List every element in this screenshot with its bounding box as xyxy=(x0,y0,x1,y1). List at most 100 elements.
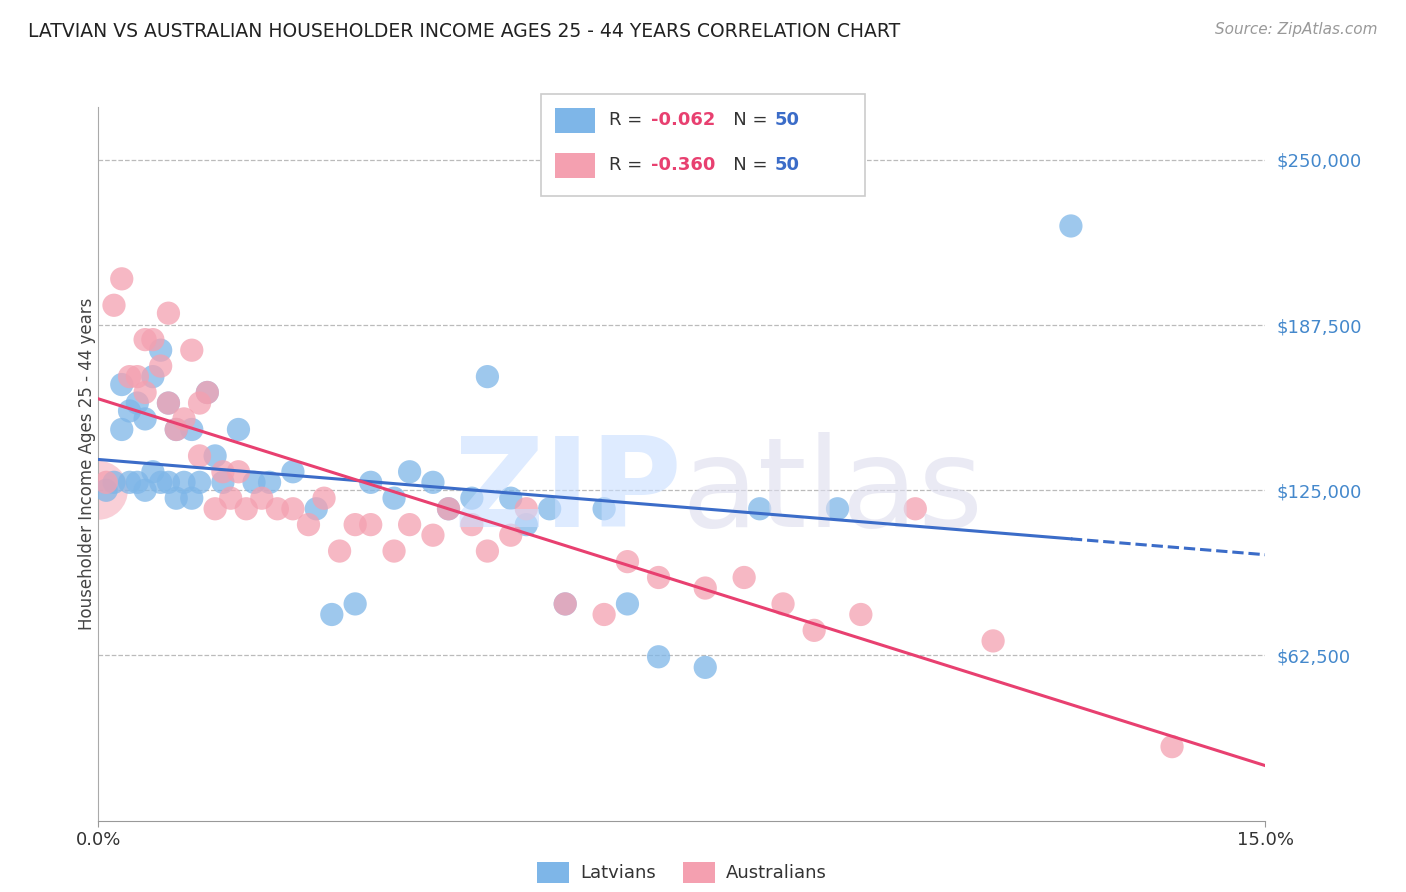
Text: N =: N = xyxy=(716,156,773,174)
Text: ZIP: ZIP xyxy=(453,432,682,553)
Point xyxy=(849,607,872,622)
Point xyxy=(748,501,770,516)
Text: R =: R = xyxy=(609,156,648,174)
Point xyxy=(127,475,149,490)
Point xyxy=(593,607,616,622)
Point xyxy=(477,544,499,558)
Point xyxy=(772,597,794,611)
Point xyxy=(297,517,319,532)
Point xyxy=(981,634,1004,648)
Point xyxy=(188,449,211,463)
Point xyxy=(360,517,382,532)
Point xyxy=(157,475,180,490)
Point xyxy=(173,412,195,426)
Point xyxy=(235,501,257,516)
Point xyxy=(149,343,172,358)
Point xyxy=(904,501,927,516)
Point xyxy=(173,475,195,490)
Point xyxy=(250,491,273,506)
Point xyxy=(243,475,266,490)
Point xyxy=(554,597,576,611)
Point xyxy=(647,570,669,584)
Point xyxy=(398,517,420,532)
Point xyxy=(157,396,180,410)
Point xyxy=(1161,739,1184,754)
Point xyxy=(515,501,537,516)
Point xyxy=(616,555,638,569)
Text: 50: 50 xyxy=(775,112,800,129)
Point xyxy=(477,369,499,384)
Point xyxy=(188,475,211,490)
Point xyxy=(437,501,460,516)
Text: LATVIAN VS AUSTRALIAN HOUSEHOLDER INCOME AGES 25 - 44 YEARS CORRELATION CHART: LATVIAN VS AUSTRALIAN HOUSEHOLDER INCOME… xyxy=(28,22,900,41)
Point xyxy=(803,624,825,638)
Point xyxy=(118,404,141,418)
Point xyxy=(134,412,156,426)
Point xyxy=(344,597,367,611)
Point xyxy=(281,465,304,479)
Point xyxy=(142,333,165,347)
Point xyxy=(165,422,187,436)
Point xyxy=(103,475,125,490)
Point xyxy=(142,369,165,384)
Point xyxy=(461,491,484,506)
Point xyxy=(111,272,134,286)
Point xyxy=(142,465,165,479)
Point xyxy=(134,385,156,400)
Text: R =: R = xyxy=(609,112,648,129)
Point xyxy=(134,483,156,498)
Text: atlas: atlas xyxy=(682,432,984,553)
Point xyxy=(382,491,405,506)
Point xyxy=(103,298,125,312)
Point xyxy=(212,475,235,490)
Point xyxy=(398,465,420,479)
Point xyxy=(127,396,149,410)
Point xyxy=(266,501,288,516)
Text: -0.062: -0.062 xyxy=(651,112,716,129)
Point xyxy=(195,385,218,400)
Point xyxy=(1060,219,1083,233)
Point xyxy=(228,465,250,479)
Point xyxy=(149,475,172,490)
Point xyxy=(422,528,444,542)
Point xyxy=(157,396,180,410)
Point xyxy=(733,570,755,584)
Point xyxy=(616,597,638,611)
Point xyxy=(422,475,444,490)
Point xyxy=(157,306,180,320)
Point xyxy=(96,483,118,498)
Point xyxy=(499,491,522,506)
Point xyxy=(219,491,242,506)
Point xyxy=(382,544,405,558)
Point xyxy=(461,517,484,532)
Point xyxy=(118,475,141,490)
Point xyxy=(554,597,576,611)
Point xyxy=(305,501,328,516)
Point xyxy=(499,528,522,542)
Point xyxy=(180,343,202,358)
Text: N =: N = xyxy=(716,112,773,129)
Point xyxy=(827,501,849,516)
Point xyxy=(188,396,211,410)
Legend: Latvians, Australians: Latvians, Australians xyxy=(530,855,834,890)
Point xyxy=(111,422,134,436)
Point xyxy=(180,422,202,436)
Point xyxy=(165,491,187,506)
Point xyxy=(695,581,717,595)
Point xyxy=(647,649,669,664)
Point xyxy=(149,359,172,373)
Text: 50: 50 xyxy=(775,156,800,174)
Point xyxy=(593,501,616,516)
Text: -0.360: -0.360 xyxy=(651,156,716,174)
Point xyxy=(118,369,141,384)
Point xyxy=(165,422,187,436)
Point xyxy=(195,385,218,400)
Y-axis label: Householder Income Ages 25 - 44 years: Householder Income Ages 25 - 44 years xyxy=(79,298,96,630)
Point xyxy=(96,475,118,490)
Text: Source: ZipAtlas.com: Source: ZipAtlas.com xyxy=(1215,22,1378,37)
Point xyxy=(437,501,460,516)
Point xyxy=(281,501,304,516)
Point xyxy=(329,544,352,558)
Point xyxy=(134,333,156,347)
Point xyxy=(312,491,335,506)
